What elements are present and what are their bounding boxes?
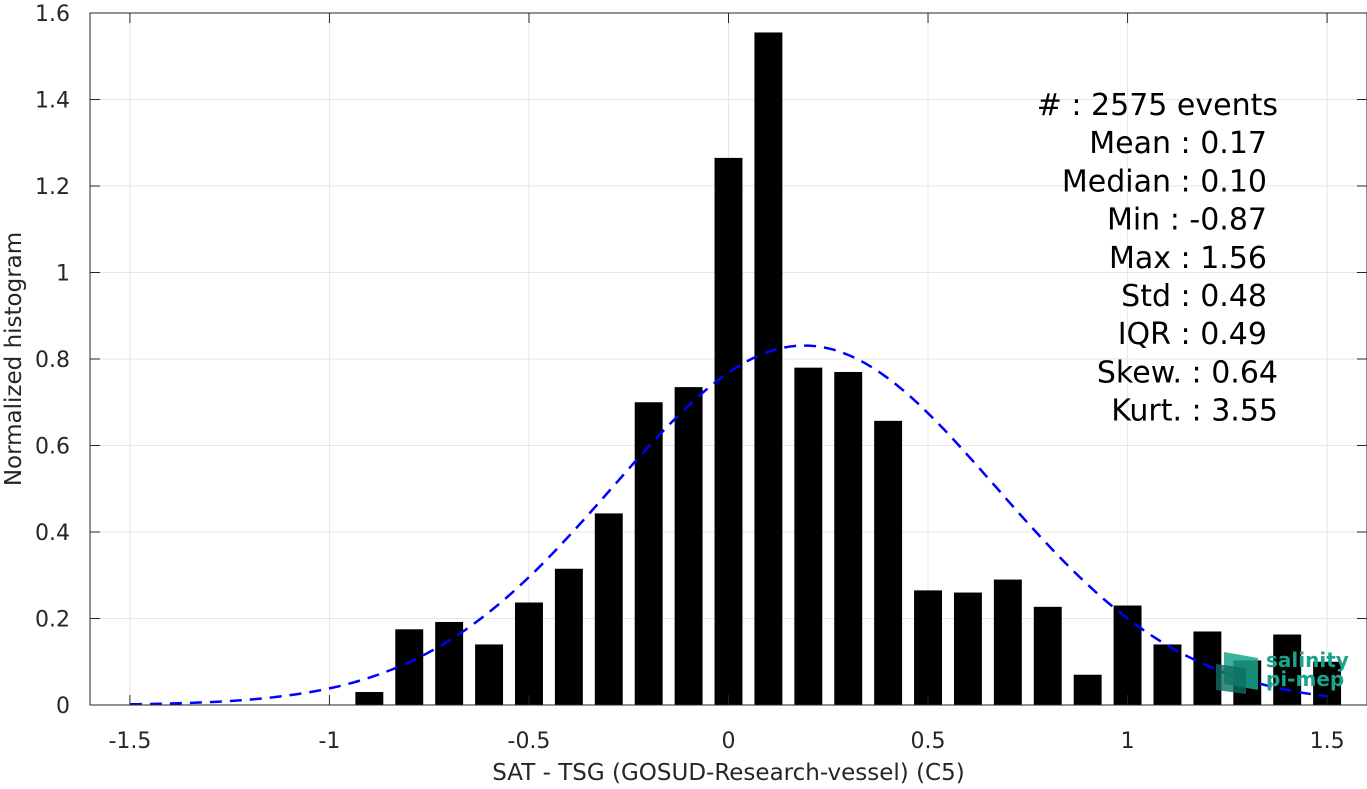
y-tick-label: 0.4: [35, 521, 70, 546]
y-tick-label: 0.8: [35, 348, 70, 373]
histogram-bar: [1033, 606, 1062, 705]
histogram-bar: [914, 590, 942, 705]
x-tick-label: 1: [1121, 729, 1135, 754]
histogram-bar: [1073, 674, 1102, 705]
histogram-bar: [395, 629, 424, 705]
logo-emblem-shadow-icon: [1216, 664, 1246, 694]
x-tick-label: 1.5: [1310, 729, 1345, 754]
histogram-bar: [515, 602, 543, 705]
stats-line: Kurt. : 3.55: [1111, 394, 1278, 429]
stats-line: Median : 0.10: [1062, 164, 1267, 199]
x-axis-tick-labels: -1.5 -1 -0.5 0 0.5 1 1.5: [108, 729, 1344, 754]
y-axis-label: Normalized histogram: [1, 232, 27, 486]
histogram-bar: [1273, 634, 1302, 705]
axis-ticks: [90, 12, 1367, 706]
histogram-bar: [953, 592, 982, 705]
logo-text-salinity: salinity: [1266, 648, 1349, 672]
histogram-bar: [674, 387, 703, 705]
stats-line: # : 2575 events: [1037, 88, 1278, 123]
y-tick-label: 1.6: [35, 2, 70, 27]
histogram-bar: [714, 157, 743, 705]
y-tick-label: 1.4: [35, 89, 70, 114]
histogram-bar: [754, 32, 783, 705]
x-tick-label: -0.5: [508, 729, 551, 754]
x-tick-label: -1.5: [108, 729, 151, 754]
histogram-bar: [993, 579, 1022, 705]
histogram-bar: [554, 568, 583, 705]
normal-fit-curve: [129, 344, 1328, 706]
histogram-bar: [1113, 605, 1142, 705]
y-tick-label: 1.2: [35, 175, 70, 200]
x-tick-label: 0.5: [911, 729, 946, 754]
logo-text-pi-mep: pi-mep: [1266, 667, 1344, 691]
histogram-bar: [475, 644, 504, 705]
histogram-bar: [1153, 644, 1182, 705]
y-tick-label: 0.2: [35, 608, 70, 633]
histogram-bar: [594, 513, 623, 705]
stats-line: Max : 1.56: [1109, 241, 1267, 276]
salinity-pi-mep-logo: salinity pi-mep: [1216, 648, 1349, 694]
histogram-bar: [794, 367, 823, 705]
histogram-bar: [634, 402, 663, 705]
stats-line: IQR : 0.49: [1118, 317, 1267, 352]
histogram-bar: [874, 420, 903, 705]
stats-line: Std : 0.48: [1121, 279, 1267, 314]
histogram-bar: [355, 692, 384, 705]
y-axis-tick-labels: 0 0.2 0.4 0.6 0.8 1 1.2 1.4 1.6: [35, 2, 70, 719]
y-tick-label: 1: [56, 262, 70, 287]
stats-line: Skew. : 0.64: [1097, 355, 1278, 390]
x-axis-label: SAT - TSG (GOSUD-Research-vessel) (C5): [492, 760, 964, 785]
stats-line: Min : -0.87: [1107, 203, 1267, 238]
x-tick-label: -1: [318, 729, 340, 754]
stats-line: Mean : 0.17: [1089, 126, 1267, 161]
y-tick-label: 0: [56, 694, 70, 719]
y-tick-label: 0.6: [35, 435, 70, 460]
x-tick-label: 0: [722, 729, 736, 754]
histogram-bar: [834, 371, 863, 705]
